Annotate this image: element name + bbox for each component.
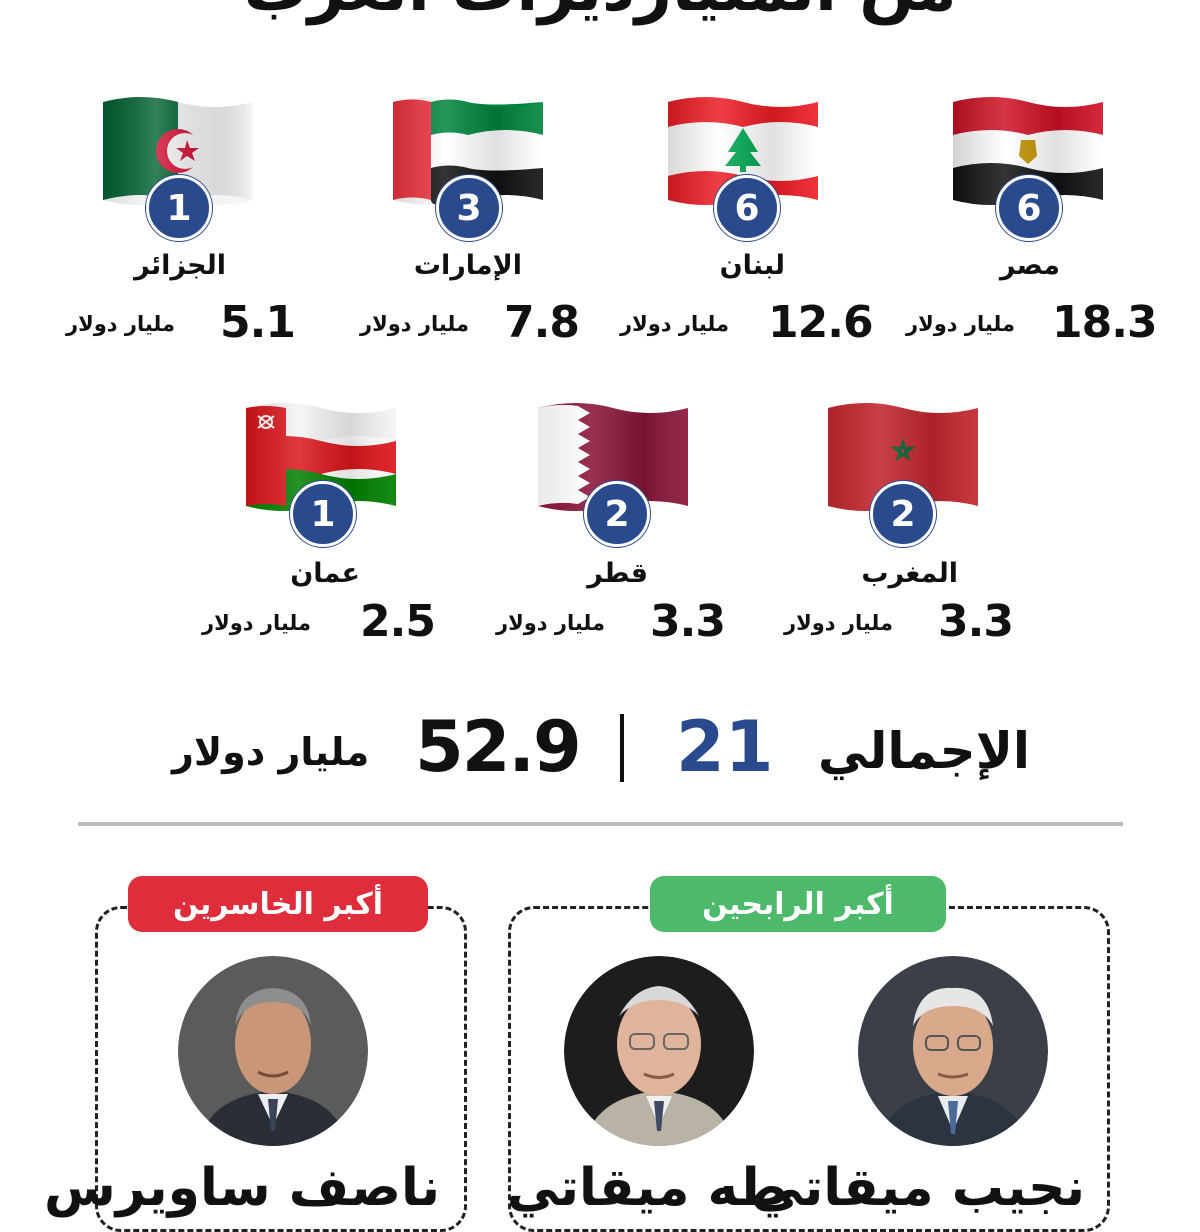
country-card-lebanon: 6 لبنان 12.6 مليار دولار [620,92,920,392]
country-value: 18.3 [1052,297,1158,348]
page-title: من المليارديرات العرب [0,0,1200,26]
country-name: الجزائر [134,250,226,281]
country-value: 12.6 [768,297,874,348]
count-badge: 6 [996,175,1062,241]
section-divider [78,822,1123,826]
country-name: الإمارات [413,250,522,281]
winners-label: أكبر الرابحين [650,876,946,932]
person-photo-nassef-sawiris [178,956,368,1146]
total-unit: مليار دولار [172,730,370,774]
person-name: نجيب ميقاتي [751,1158,1085,1218]
country-unit: مليار دولار [620,312,729,336]
country-name: عمان [290,558,360,589]
country-value: 7.8 [504,297,580,348]
country-name: قطر [587,558,648,589]
morocco-flag [828,400,978,512]
person-photo-taha-mikati [564,956,754,1146]
total-label: الإجمالي [818,722,1031,780]
qatar-flag [538,400,688,512]
algeria-flag [103,94,253,206]
count-badge: 1 [290,481,356,547]
country-unit: مليار دولار [496,611,605,635]
person-name: طه ميقاتي [506,1158,788,1218]
count-badge: 2 [584,481,650,547]
country-value: 3.3 [938,596,1014,647]
total-divider [620,714,624,782]
country-unit: مليار دولار [66,312,175,336]
country-name: مصر [999,250,1060,281]
count-badge: 2 [870,481,936,547]
count-badge: 1 [146,175,212,241]
country-card-qatar: 2 قطر 3.3 مليار دولار [496,398,796,698]
count-badge: 3 [436,175,502,241]
country-name: المغرب [861,558,958,589]
country-name: لبنان [719,250,785,281]
person-name: ناصف ساويرس [44,1158,440,1218]
total-count: 21 [676,706,774,788]
oman-flag [246,400,396,512]
country-value: 2.5 [360,596,436,647]
egypt-flag [953,94,1103,206]
country-value: 5.1 [220,297,296,348]
country-card-algeria: 1 الجزائر 5.1 مليار دولار [66,92,366,392]
country-unit: مليار دولار [784,611,893,635]
country-unit: مليار دولار [202,611,311,635]
total-value: 52.9 [415,706,582,788]
person-photo-najib-mikati [858,956,1048,1146]
country-card-oman: 1 عمان 2.5 مليار دولار [202,398,502,698]
country-card-egypt: 6 مصر 18.3 مليار دولار [900,92,1200,392]
losers-label: أكبر الخاسرين [128,876,428,932]
country-unit: مليار دولار [360,312,469,336]
country-card-uae: 3 الإمارات 7.8 مليار دولار [360,92,660,392]
count-badge: 6 [714,175,780,241]
country-unit: مليار دولار [906,312,1015,336]
country-card-morocco: 2 المغرب 3.3 مليار دولار [784,398,1084,698]
country-value: 3.3 [650,596,726,647]
